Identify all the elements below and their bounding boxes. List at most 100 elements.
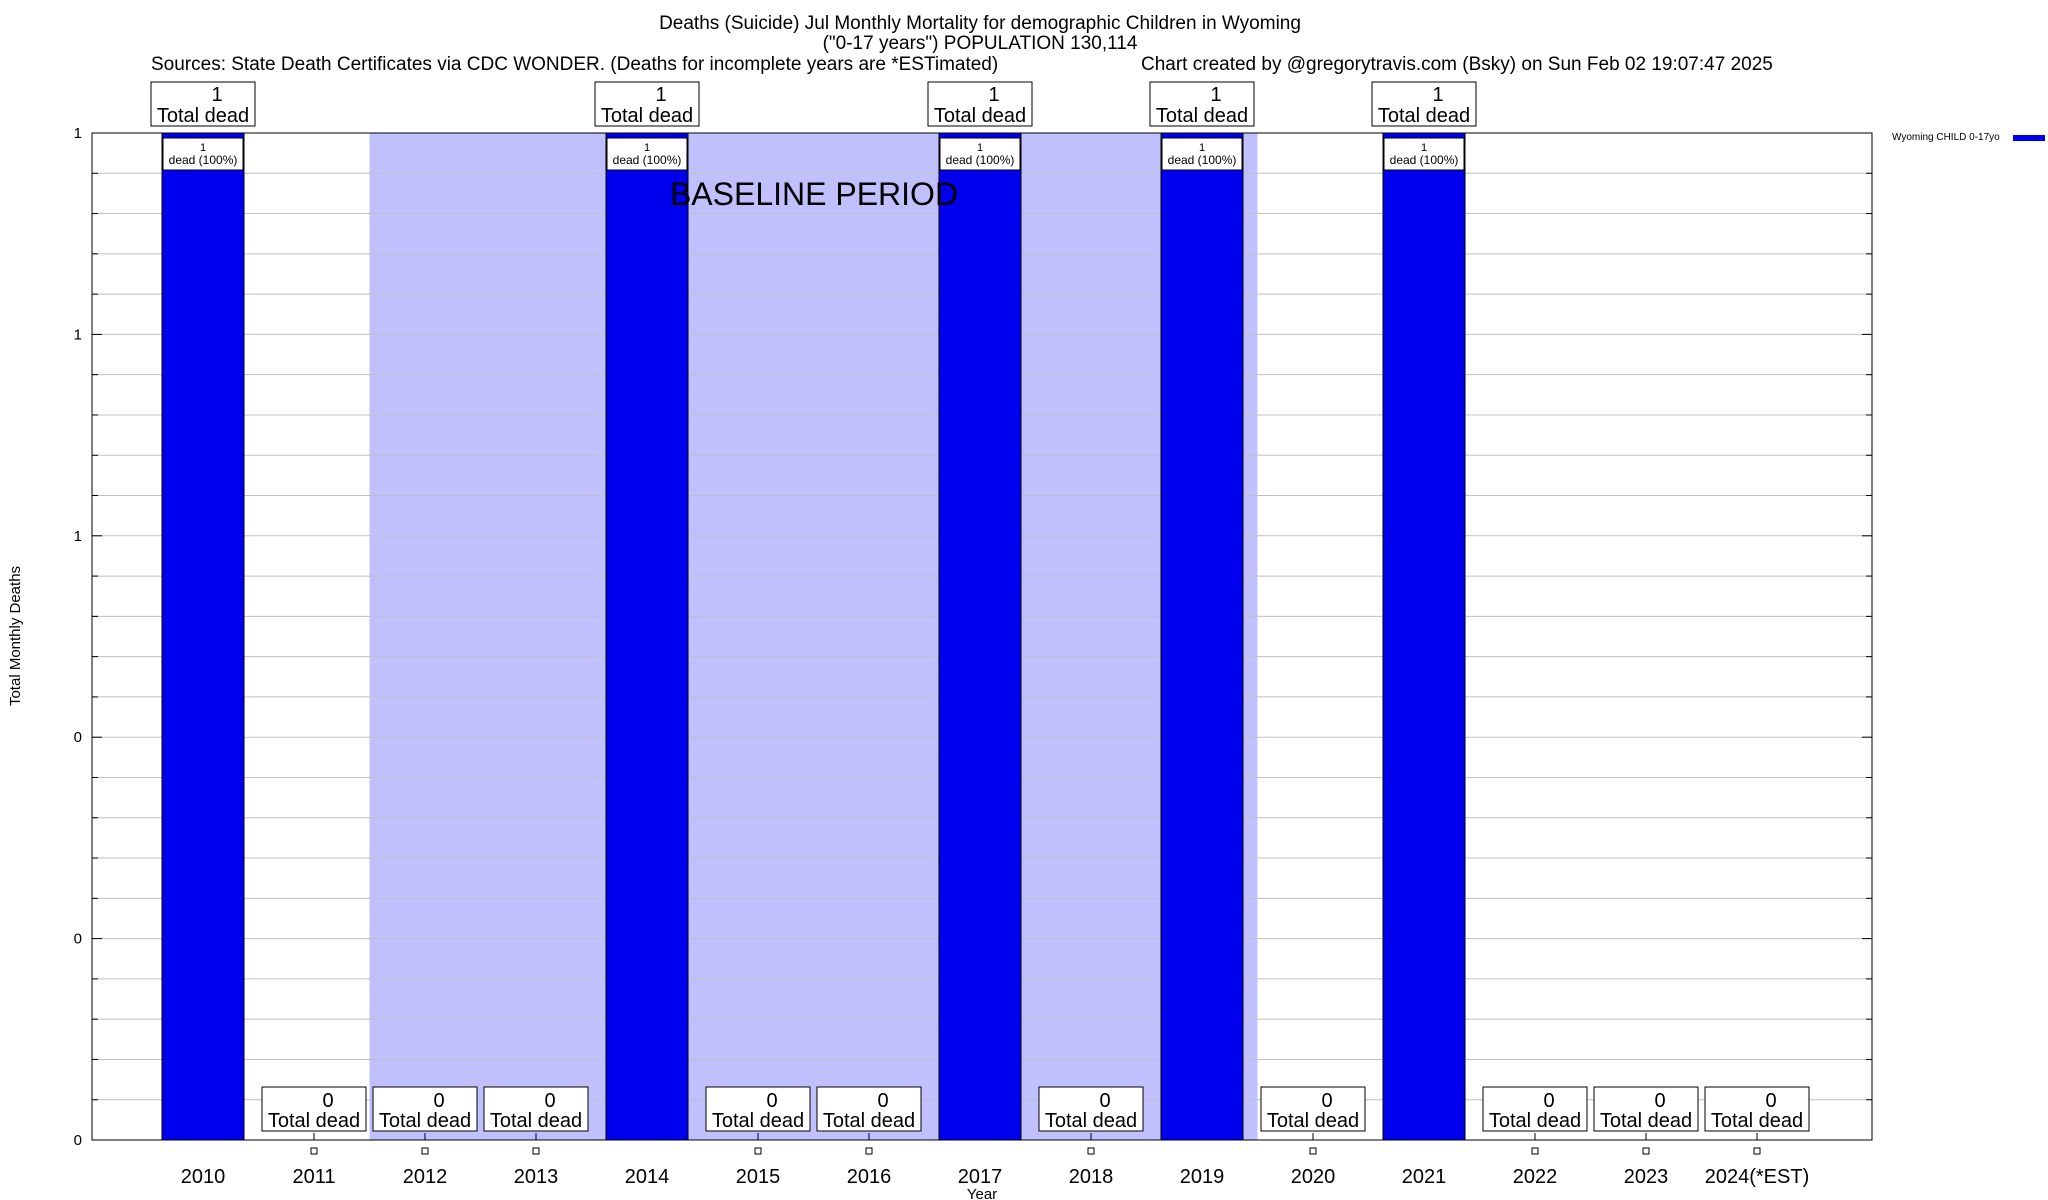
x-tick-label: 2010 [181,1166,226,1188]
x-axis-label: Year [967,1186,997,1200]
legend-label: Wyoming CHILD 0-17yo [1892,132,2000,143]
bar-total-box [1593,1086,1699,1132]
zero-marker [1309,1147,1317,1155]
bar-total-label: Total dead [1711,1110,1803,1132]
zero-marker [1087,1147,1095,1155]
bar-total-label: Total dead [601,105,693,127]
zero-marker [1642,1147,1650,1155]
bar-total-label: Total dead [490,1110,582,1132]
zero-marker [1531,1147,1539,1155]
x-tick-label: 2019 [1180,1166,1225,1188]
x-tick-label: 2017 [958,1166,1003,1188]
bar-total-value: 0 [1654,1090,1665,1112]
baseline-label: BASELINE PERIOD [670,176,958,212]
bar-total-label: Total dead [157,105,249,127]
chart-sources: Sources: State Death Certificates via CD… [151,54,999,75]
y-tick-label: 0 [74,1132,82,1149]
bar-pct-label: dead (100%) [1390,153,1459,167]
bar-total-value: 0 [1543,1090,1554,1112]
legend-swatch [2013,135,2045,141]
x-tick-label: 2013 [514,1166,559,1188]
bar-total-value: 1 [211,84,222,106]
bar-total-box [150,81,256,127]
baseline-band [369,133,1258,1140]
bar-total-value: 1 [1432,84,1443,106]
x-tick-label: 2015 [736,1166,781,1188]
chart-credit: Chart created by @gregorytravis.com (Bsk… [1141,54,1773,75]
y-tick-label: 1 [74,326,82,343]
baseline-band-layer [369,133,1258,1140]
y-tick-label: 1 [74,528,82,545]
bar-total-value: 1 [1210,84,1221,106]
x-tick-label: 2018 [1069,1166,1114,1188]
zero-marker [532,1147,540,1155]
bar-total-value: 1 [988,84,999,106]
bar [938,132,1022,1141]
bar-pct-label: dead (100%) [169,153,238,167]
bar-total-box [1149,81,1255,127]
x-tick-label: 2011 [292,1166,335,1188]
bar-total-box [1482,1086,1588,1132]
x-tick-label: 2014 [625,1166,670,1188]
bar-total-box [261,1086,367,1132]
bar-pct-box [1383,137,1465,171]
chart-title-line2: ("0-17 years") POPULATION 130,114 [822,33,1138,54]
x-tick-label: 2020 [1291,1166,1336,1188]
bar [1382,132,1466,1141]
bar-pct-label: dead (100%) [613,153,682,167]
bar-total-box [1038,1086,1144,1132]
bar-total-box [594,81,700,127]
bar-total-label: Total dead [1600,1110,1692,1132]
bar-total-value: 0 [322,1090,333,1112]
bar-total-label: Total dead [268,1110,360,1132]
bar-total-value: 0 [766,1090,777,1112]
bar-pct-count: 1 [200,142,206,154]
zero-marker [865,1147,873,1155]
y-axis-label: Total Monthly Deaths [7,566,24,706]
bar-total-box [1371,81,1477,127]
bar-pct-count: 1 [1199,142,1205,154]
zero-marker [1753,1147,1761,1155]
bar-pct-count: 1 [644,142,650,154]
bar-total-label: Total dead [1045,1110,1137,1132]
bar-total-label: Total dead [1156,105,1248,127]
legend: Wyoming CHILD 0-17yo [1892,132,2045,143]
zero-marker [754,1147,762,1155]
bar-total-label: Total dead [934,105,1026,127]
bar-total-box [372,1086,478,1132]
bar-total-value: 0 [1099,1090,1110,1112]
bar [1160,132,1244,1141]
zero-marker [310,1147,318,1155]
bar-pct-box [1161,137,1243,171]
x-tick-label: 2021 [1402,1166,1447,1188]
bar-total-label: Total dead [1489,1110,1581,1132]
bar-total-label: Total dead [823,1110,915,1132]
bar-pct-label: dead (100%) [946,153,1015,167]
y-tick-label: 0 [74,729,82,746]
bar-total-label: Total dead [1378,105,1470,127]
y-tick-label: 0 [74,931,82,948]
bar-total-box [1704,1086,1810,1132]
bar-total-value: 0 [544,1090,555,1112]
bar-total-box [1260,1086,1366,1132]
bar-total-value: 0 [1321,1090,1332,1112]
bar-pct-box [606,137,688,171]
chart-title-line1: Deaths (Suicide) Jul Monthly Mortality f… [659,13,1301,34]
bar-total-value: 1 [655,84,666,106]
bar [605,132,689,1141]
bar-total-label: Total dead [712,1110,804,1132]
x-tick-label: 2016 [847,1166,892,1188]
bar-total-label: Total dead [1267,1110,1359,1132]
bar [161,132,245,1141]
zero-marker [421,1147,429,1155]
bar-pct-box [162,137,244,171]
bar-total-box [927,81,1033,127]
bar-total-label: Total dead [379,1110,471,1132]
bar-total-value: 0 [433,1090,444,1112]
x-tick-label: 2024(*EST) [1705,1166,1810,1188]
bar-pct-box [939,137,1021,171]
bar-total-box [483,1086,589,1132]
bar-total-value: 0 [1765,1090,1776,1112]
